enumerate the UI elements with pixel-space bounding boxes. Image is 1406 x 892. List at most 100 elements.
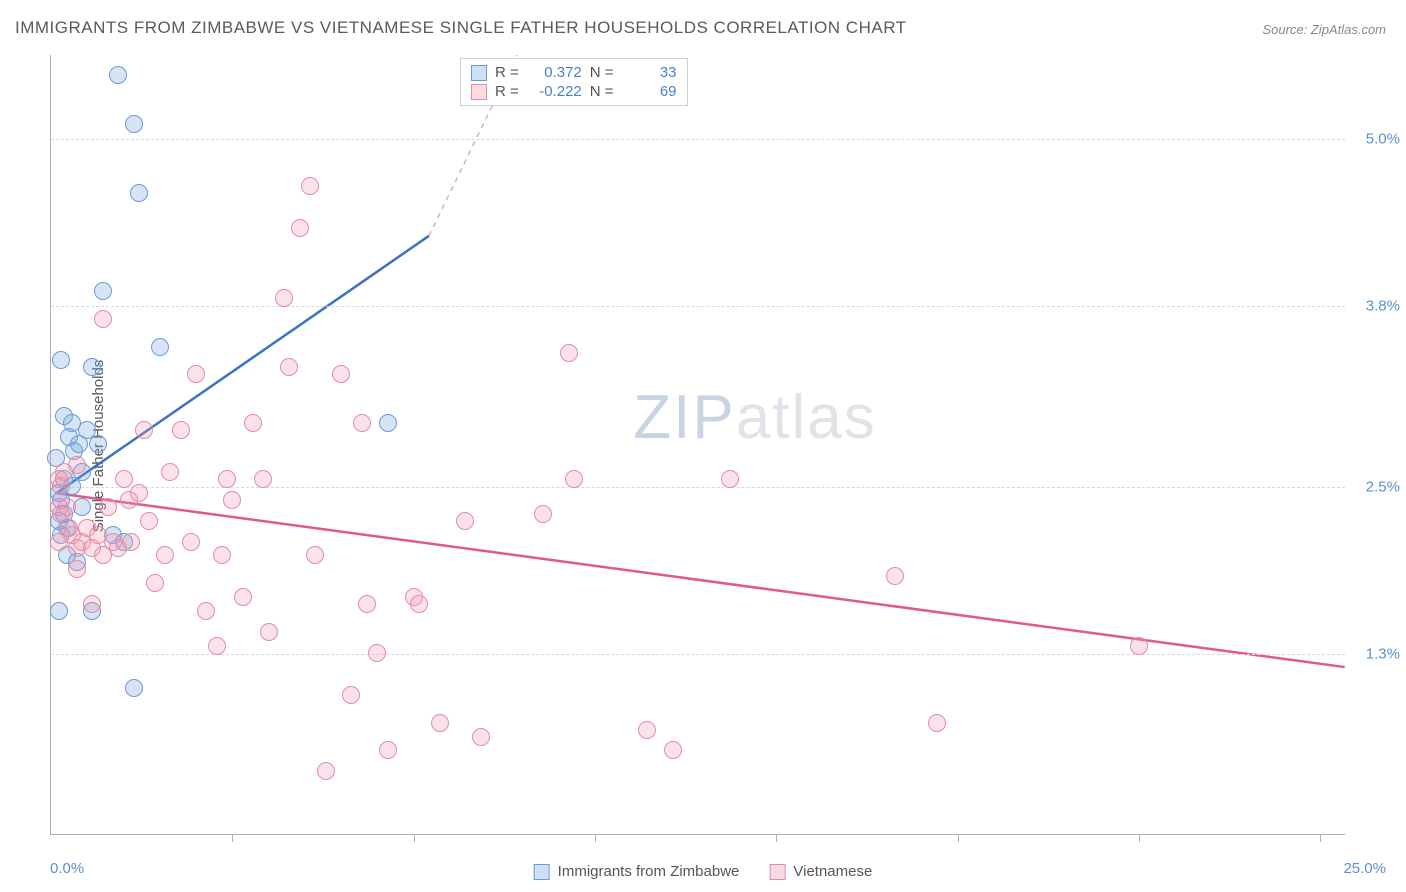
data-point	[50, 602, 68, 620]
trendline	[57, 236, 429, 493]
swatch-icon	[471, 65, 487, 81]
data-point	[472, 728, 490, 746]
data-point	[83, 358, 101, 376]
legend-stats-box: R = 0.372 N = 33 R = -0.222 N = 69	[460, 58, 688, 106]
data-point	[332, 365, 350, 383]
data-point	[161, 463, 179, 481]
data-point	[94, 310, 112, 328]
data-point	[78, 421, 96, 439]
legend-stats-row-0: R = 0.372 N = 33	[471, 63, 677, 82]
data-point	[156, 546, 174, 564]
data-point	[368, 644, 386, 662]
x-tick	[232, 834, 233, 842]
data-point	[151, 338, 169, 356]
plot-area: ZIPatlas 1.3%2.5%3.8%5.0%	[50, 55, 1345, 835]
data-point	[358, 595, 376, 613]
data-point	[109, 66, 127, 84]
data-point	[275, 289, 293, 307]
gridline	[51, 487, 1345, 488]
data-point	[353, 414, 371, 432]
data-point	[534, 505, 552, 523]
data-point	[379, 414, 397, 432]
data-point	[291, 219, 309, 237]
data-point	[234, 588, 252, 606]
r-label: R =	[495, 83, 519, 100]
data-point	[410, 595, 428, 613]
data-point	[213, 546, 231, 564]
data-point	[83, 595, 101, 613]
data-point	[130, 484, 148, 502]
data-point	[638, 721, 656, 739]
data-point	[317, 762, 335, 780]
legend-item-0: Immigrants from Zimbabwe	[534, 863, 740, 880]
legend-label: Immigrants from Zimbabwe	[558, 863, 740, 880]
data-point	[244, 414, 262, 432]
legend-bottom: Immigrants from Zimbabwe Vietnamese	[534, 863, 873, 880]
y-tick-label: 3.8%	[1350, 297, 1400, 314]
data-point	[928, 714, 946, 732]
gridline	[51, 139, 1345, 140]
data-point	[456, 512, 474, 530]
data-point	[99, 498, 117, 516]
data-point	[664, 741, 682, 759]
y-tick-label: 2.5%	[1350, 478, 1400, 495]
data-point	[125, 115, 143, 133]
data-point	[1130, 637, 1148, 655]
watermark-atlas: atlas	[736, 383, 877, 452]
data-point	[146, 574, 164, 592]
data-point	[50, 533, 68, 551]
gridline	[51, 306, 1345, 307]
data-point	[50, 470, 68, 488]
data-point	[73, 498, 91, 516]
swatch-icon	[471, 84, 487, 100]
watermark: ZIPatlas	[633, 382, 876, 453]
data-point	[125, 679, 143, 697]
n-value: 69	[622, 83, 677, 100]
legend-label: Vietnamese	[793, 863, 872, 880]
data-point	[94, 282, 112, 300]
r-value: 0.372	[527, 64, 582, 81]
data-point	[187, 365, 205, 383]
data-point	[721, 470, 739, 488]
data-point	[565, 470, 583, 488]
data-point	[135, 421, 153, 439]
data-point	[130, 184, 148, 202]
data-point	[172, 421, 190, 439]
legend-item-1: Vietnamese	[769, 863, 872, 880]
gridline	[51, 654, 1345, 655]
source-attribution: Source: ZipAtlas.com	[1262, 22, 1386, 37]
data-point	[342, 686, 360, 704]
data-point	[301, 177, 319, 195]
data-point	[182, 533, 200, 551]
x-tick	[1320, 834, 1321, 842]
x-max-label: 25.0%	[1343, 860, 1386, 877]
data-point	[886, 567, 904, 585]
data-point	[260, 623, 278, 641]
data-point	[52, 351, 70, 369]
x-tick	[958, 834, 959, 842]
n-label: N =	[590, 83, 614, 100]
data-point	[208, 637, 226, 655]
x-tick	[414, 834, 415, 842]
x-min-label: 0.0%	[50, 860, 84, 877]
x-tick	[1139, 834, 1140, 842]
y-tick-label: 1.3%	[1350, 645, 1400, 662]
chart-title: IMMIGRANTS FROM ZIMBABWE VS VIETNAMESE S…	[15, 18, 907, 38]
y-tick-label: 5.0%	[1350, 130, 1400, 147]
trendline	[57, 493, 1345, 667]
x-tick	[776, 834, 777, 842]
r-value: -0.222	[527, 83, 582, 100]
data-point	[223, 491, 241, 509]
data-point	[122, 533, 140, 551]
swatch-icon	[769, 864, 785, 880]
data-point	[379, 741, 397, 759]
n-label: N =	[590, 64, 614, 81]
trendlines-svg	[51, 55, 1345, 834]
correlation-chart: IMMIGRANTS FROM ZIMBABWE VS VIETNAMESE S…	[0, 0, 1406, 892]
x-tick	[595, 834, 596, 842]
data-point	[68, 560, 86, 578]
data-point	[197, 602, 215, 620]
data-point	[115, 470, 133, 488]
data-point	[560, 344, 578, 362]
data-point	[140, 512, 158, 530]
